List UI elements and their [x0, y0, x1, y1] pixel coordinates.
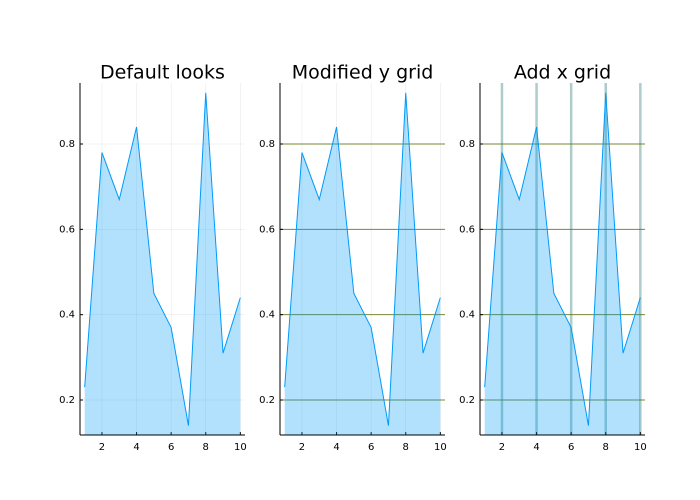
x-tick-label: 4 — [533, 442, 539, 453]
x-tick-label: 6 — [168, 442, 174, 453]
x-tick-label: 10 — [634, 442, 647, 453]
y-tick-label: 0.6 — [459, 224, 475, 235]
x-tick-label: 4 — [333, 442, 339, 453]
subplot-title: Add x grid — [514, 62, 611, 84]
y-tick-label: 0.8 — [259, 139, 275, 150]
y-tick-label: 0.4 — [259, 310, 275, 321]
x-tick-label: 6 — [568, 442, 574, 453]
y-tick-label: 0.8 — [59, 139, 75, 150]
y-tick-label: 0.4 — [459, 310, 475, 321]
subplot-title: Default looks — [100, 62, 225, 84]
x-tick-label: 8 — [403, 442, 409, 453]
line — [484, 92, 641, 426]
y-tick-label: 0.6 — [259, 224, 275, 235]
y-tick-label: 0.2 — [459, 395, 475, 406]
line — [284, 92, 441, 426]
y-tick-label: 0.2 — [59, 395, 75, 406]
x-tick-label: 8 — [603, 442, 609, 453]
y-tick-label: 0.2 — [259, 395, 275, 406]
line — [84, 92, 241, 426]
y-tick-label: 0.6 — [59, 224, 75, 235]
x-tick-label: 4 — [133, 442, 139, 453]
y-tick-label: 0.4 — [59, 310, 75, 321]
y-tick-label: 0.8 — [459, 139, 475, 150]
x-tick-label: 2 — [99, 442, 105, 453]
x-tick-label: 8 — [203, 442, 209, 453]
subplot-title: Modified y grid — [292, 62, 434, 84]
x-tick-label: 10 — [434, 442, 447, 453]
x-tick-label: 10 — [234, 442, 247, 453]
x-tick-label: 2 — [499, 442, 505, 453]
x-tick-label: 2 — [299, 442, 305, 453]
x-tick-label: 6 — [368, 442, 374, 453]
